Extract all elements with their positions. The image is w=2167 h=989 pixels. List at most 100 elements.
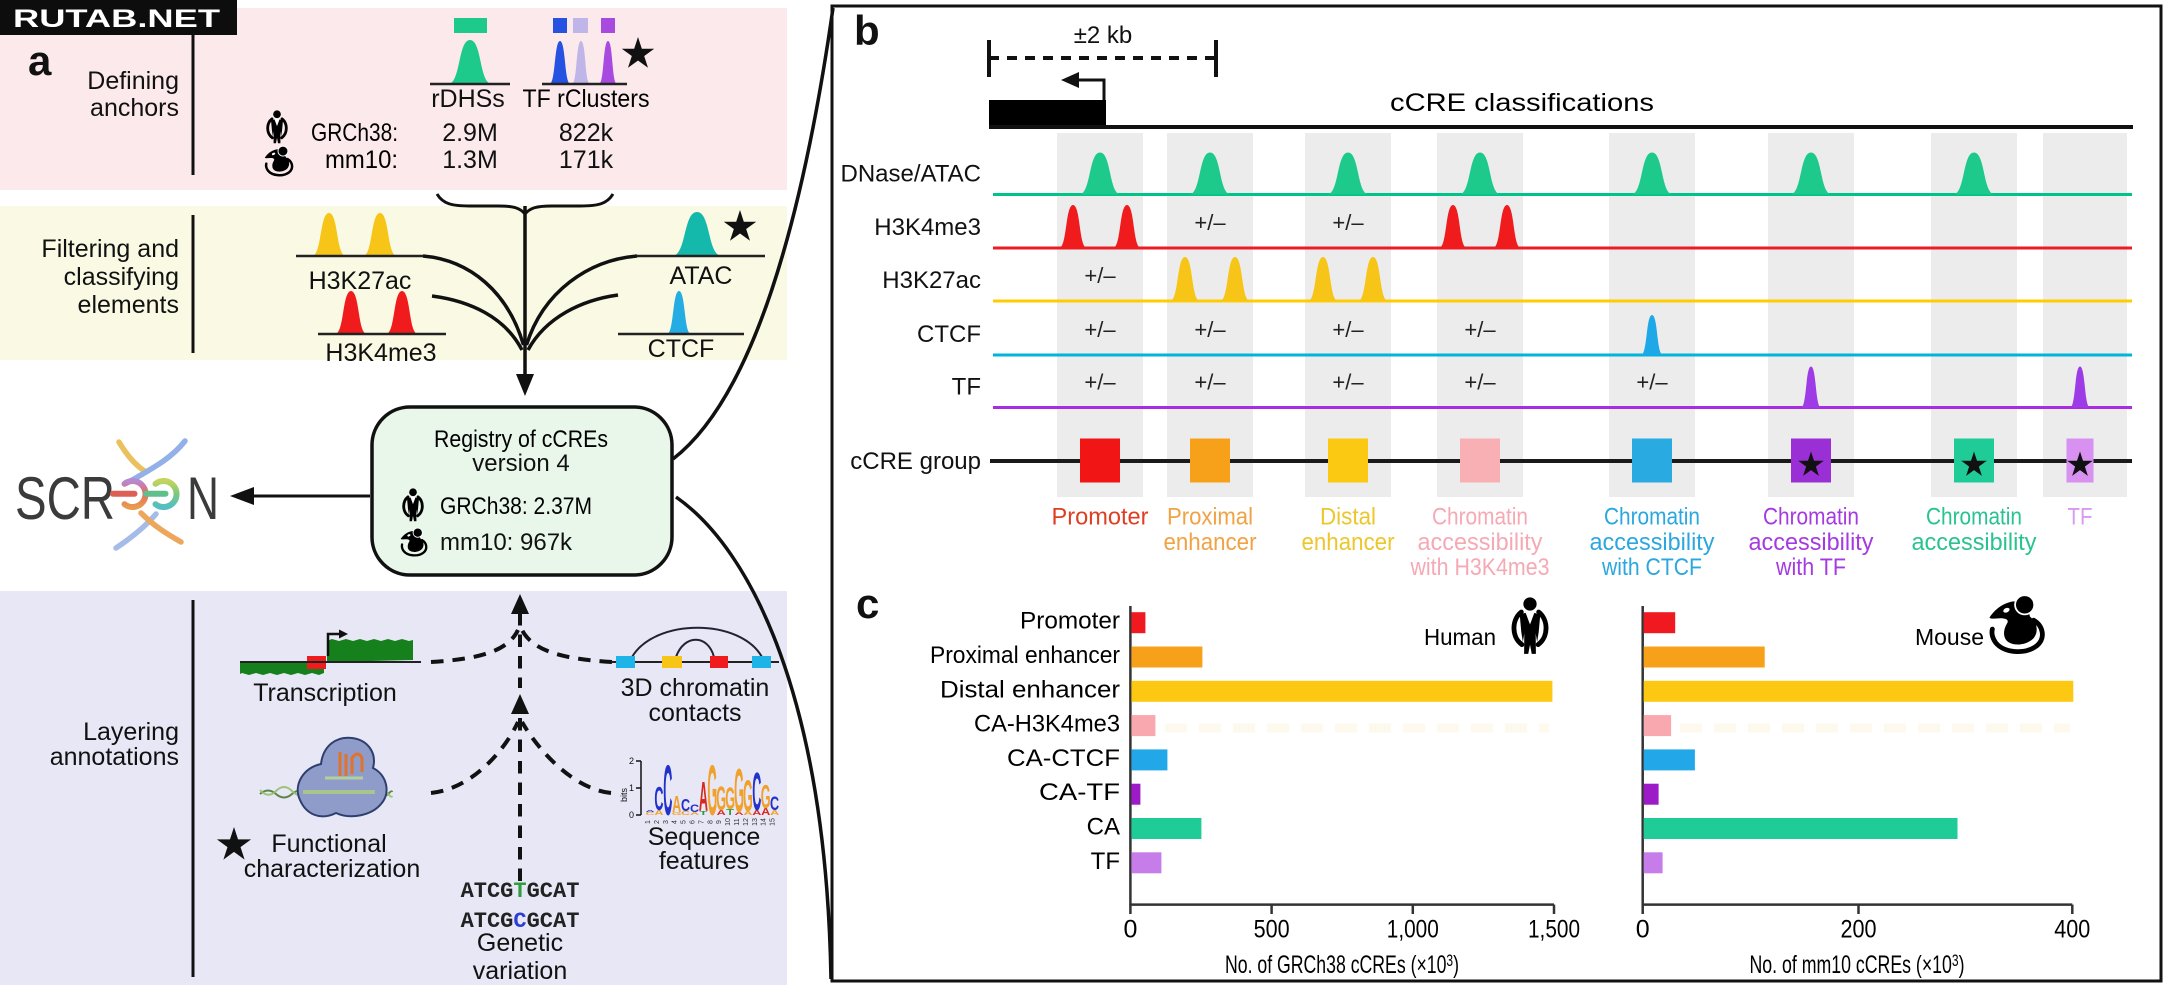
svg-text:+/–: +/– xyxy=(1194,210,1226,235)
svg-text:+/–: +/– xyxy=(1084,263,1116,288)
svg-text:A: A xyxy=(672,791,681,817)
svg-text:cCRE group: cCRE group xyxy=(850,448,981,475)
svg-text:annotations: annotations xyxy=(50,743,179,771)
svg-text:9: 9 xyxy=(716,820,723,824)
svg-text:Sequence: Sequence xyxy=(648,823,761,851)
svg-text:+/–: +/– xyxy=(1464,317,1496,342)
svg-text:14: 14 xyxy=(761,818,768,826)
svg-text:Human: Human xyxy=(1424,624,1496,650)
svg-text:Mouse: Mouse xyxy=(1915,624,1984,650)
svg-text:Transcription: Transcription xyxy=(253,679,397,707)
svg-text:contacts: contacts xyxy=(648,699,741,727)
svg-text:Registry of cCREs: Registry of cCREs xyxy=(434,426,608,453)
svg-text:+/–: +/– xyxy=(1332,210,1364,235)
svg-text:G: G xyxy=(761,779,771,816)
svg-text:+/–: +/– xyxy=(1084,317,1116,342)
svg-text:1,000: 1,000 xyxy=(1387,916,1439,944)
svg-text:TF rClusters: TF rClusters xyxy=(523,85,650,113)
svg-text:Layering: Layering xyxy=(83,718,179,746)
svg-text:A: A xyxy=(743,810,752,816)
svg-text:C: C xyxy=(654,781,663,818)
svg-text:bits: bits xyxy=(619,788,629,803)
svg-text:N: N xyxy=(187,465,219,532)
svg-text:accessibility: accessibility xyxy=(1912,529,2037,556)
svg-text:G: G xyxy=(672,811,682,815)
svg-text:Chromatin: Chromatin xyxy=(1432,503,1528,530)
svg-text:Distal enhancer: Distal enhancer xyxy=(940,676,1120,703)
svg-text:Functional: Functional xyxy=(271,830,386,858)
svg-text:accessibility: accessibility xyxy=(1590,529,1715,556)
svg-text:A: A xyxy=(717,810,727,817)
svg-text:No. of mm10 cCREs (×103): No. of mm10 cCREs (×103) xyxy=(1750,951,1965,979)
svg-text:7: 7 xyxy=(698,820,705,824)
svg-text:with CTCF: with CTCF xyxy=(1601,554,1702,581)
svg-text:elements: elements xyxy=(78,291,179,319)
svg-text:G: G xyxy=(734,757,744,826)
svg-text:C: C xyxy=(681,796,690,816)
svg-text:T: T xyxy=(726,808,734,817)
svg-text:TF: TF xyxy=(1091,848,1120,875)
svg-text:Defining: Defining xyxy=(87,67,179,95)
svg-text:ATCGTGCAT: ATCGTGCAT xyxy=(461,879,580,904)
svg-text:T: T xyxy=(700,810,708,816)
svg-text:cCRE classifications: cCRE classifications xyxy=(1390,89,1654,117)
svg-text:anchors: anchors xyxy=(90,94,179,122)
svg-text:+/–: +/– xyxy=(1084,370,1116,395)
svg-text:with H3K4me3: with H3K4me3 xyxy=(1410,554,1550,581)
svg-text:A: A xyxy=(761,807,770,817)
svg-text:Chromatin: Chromatin xyxy=(1926,503,2022,530)
svg-text:with TF: with TF xyxy=(1775,554,1846,581)
svg-text:2: 2 xyxy=(629,756,634,766)
svg-text:C: C xyxy=(752,763,761,822)
svg-text:+/–: +/– xyxy=(1464,370,1496,395)
svg-text:500: 500 xyxy=(1254,916,1290,944)
svg-text:TF: TF xyxy=(2068,503,2093,530)
svg-text:A: A xyxy=(770,810,780,817)
svg-text:ATCGCGCAT: ATCGCGCAT xyxy=(461,909,580,934)
svg-text:CA-CTCF: CA-CTCF xyxy=(1007,745,1120,772)
svg-text:±2 kb: ±2 kb xyxy=(1074,22,1133,49)
svg-text:GRCh38: 2.37M: GRCh38: 2.37M xyxy=(440,493,592,520)
svg-text:0: 0 xyxy=(1636,916,1650,944)
svg-text:15: 15 xyxy=(770,818,777,826)
svg-text:G: G xyxy=(743,772,753,821)
svg-text:Genetic: Genetic xyxy=(477,929,563,957)
svg-text:classifying: classifying xyxy=(64,263,179,291)
svg-text:G: G xyxy=(707,750,717,831)
svg-text:C: C xyxy=(690,802,700,815)
svg-text:C: C xyxy=(770,793,779,814)
svg-text:H3K4me3: H3K4me3 xyxy=(325,339,436,367)
svg-text:0: 0 xyxy=(629,810,634,820)
svg-text:C: C xyxy=(681,810,690,816)
svg-text:A: A xyxy=(654,810,664,817)
svg-text:accessibility: accessibility xyxy=(1418,529,1543,556)
svg-text:CTCF: CTCF xyxy=(648,335,715,363)
svg-text:GRCh38:: GRCh38: xyxy=(311,119,398,147)
svg-text:RUTAB.NET: RUTAB.NET xyxy=(13,5,220,33)
svg-text:2.9M: 2.9M xyxy=(442,119,498,147)
svg-text:CA-H3K4me3: CA-H3K4me3 xyxy=(974,711,1120,738)
svg-text:H3K4me3: H3K4me3 xyxy=(874,214,981,241)
svg-text:C: C xyxy=(645,811,654,815)
svg-text:version 4: version 4 xyxy=(472,450,569,477)
svg-text:CA: CA xyxy=(1087,814,1120,841)
svg-text:SCR: SCR xyxy=(15,465,115,532)
svg-text:1: 1 xyxy=(645,820,652,824)
svg-text:1,500: 1,500 xyxy=(1528,916,1580,944)
svg-text:accessibility: accessibility xyxy=(1749,529,1874,556)
svg-text:3D chromatin: 3D chromatin xyxy=(621,674,770,702)
svg-text:+/–: +/– xyxy=(1332,370,1364,395)
svg-text:DNase/ATAC: DNase/ATAC xyxy=(841,161,981,188)
svg-text:2: 2 xyxy=(654,820,661,824)
svg-text:Proximal enhancer: Proximal enhancer xyxy=(930,642,1120,669)
svg-text:mm10: 967k: mm10: 967k xyxy=(440,529,573,556)
svg-text:G: G xyxy=(716,778,726,818)
svg-text:b: b xyxy=(854,7,880,54)
svg-text:11: 11 xyxy=(734,818,741,825)
svg-text:171k: 171k xyxy=(559,146,614,174)
svg-text:Promoter: Promoter xyxy=(1052,503,1149,530)
svg-text:rDHSs: rDHSs xyxy=(431,85,505,113)
svg-text:C: C xyxy=(663,750,672,831)
svg-text:variation: variation xyxy=(473,957,568,985)
svg-text:1.3M: 1.3M xyxy=(442,146,498,174)
